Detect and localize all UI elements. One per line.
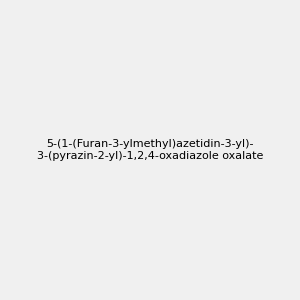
Text: 5-(1-(Furan-3-ylmethyl)azetidin-3-yl)-
3-(pyrazin-2-yl)-1,2,4-oxadiazole oxalate: 5-(1-(Furan-3-ylmethyl)azetidin-3-yl)- 3… (37, 139, 263, 161)
